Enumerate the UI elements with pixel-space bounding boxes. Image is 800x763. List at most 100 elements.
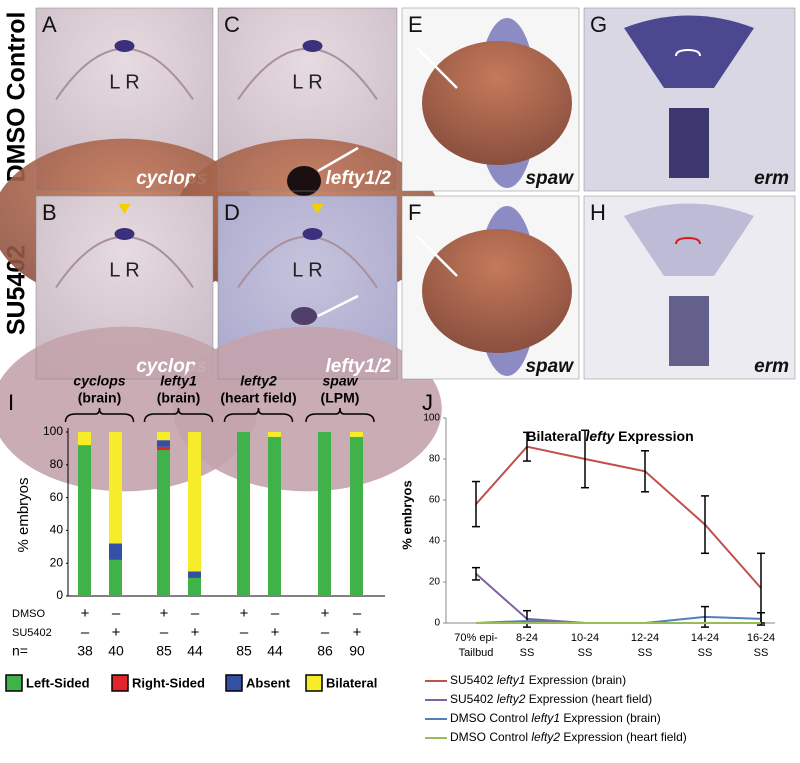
legend-part: SU5402 <box>450 692 497 706</box>
y-tick-label: 80 <box>50 457 64 471</box>
treatment-mark: + <box>353 624 362 641</box>
legend-part: lefty2 <box>531 730 560 744</box>
photo-border <box>217 7 398 192</box>
gene-label: lefty1/2 <box>326 356 392 377</box>
bar-segment <box>157 450 170 596</box>
group-site: (LPM) <box>321 390 360 406</box>
stain <box>624 15 754 88</box>
error-bar <box>523 431 531 462</box>
bar-segment <box>109 432 122 544</box>
photo-border <box>35 7 214 192</box>
brace <box>305 407 375 423</box>
n-value: 38 <box>77 643 93 659</box>
x-tick-line: Tailbud <box>459 647 494 659</box>
group-gene: cyclops <box>73 373 125 389</box>
bar-segment <box>318 432 331 596</box>
group-gene: spaw <box>322 373 358 389</box>
y-tick-label: 40 <box>50 523 64 537</box>
row-label: DMSO Control <box>3 12 31 183</box>
gene-label: erm <box>754 356 789 377</box>
bar-segment <box>157 446 170 451</box>
stain <box>669 296 709 366</box>
bar-segment <box>188 571 201 578</box>
bar-segment <box>109 559 122 596</box>
gene-label: erm <box>754 168 789 189</box>
panel-letter: F <box>408 200 421 225</box>
n-label: n= <box>12 643 28 659</box>
series-line <box>475 573 761 624</box>
y-tick-label: 80 <box>429 454 441 465</box>
panel-letter: I <box>8 390 14 415</box>
photo-border <box>401 195 580 380</box>
stain <box>287 166 321 196</box>
x-tick-line: 16-24 <box>747 632 775 644</box>
bar-segment <box>157 432 170 441</box>
stain <box>669 108 709 178</box>
panel-letter: J <box>422 390 433 415</box>
x-tick-line: 14-24 <box>691 632 719 644</box>
legend-part: lefty2 <box>497 692 526 706</box>
n-value: 85 <box>156 643 172 659</box>
lr-label: L R <box>292 71 322 93</box>
legend-part: DMSO Control <box>450 711 531 725</box>
x-tick-label: 14-24 SS <box>691 632 719 659</box>
y-tick-label: 60 <box>429 495 441 506</box>
y-tick-label: 100 <box>43 424 63 438</box>
gene-label: lefty1/2 <box>326 168 392 189</box>
embryo <box>422 229 572 353</box>
y-tick-label: 20 <box>50 555 64 569</box>
legend-part: Expression (brain) <box>525 673 626 687</box>
bracket <box>675 48 701 57</box>
error-bar <box>641 450 649 493</box>
legend-part: lefty1 <box>497 673 526 687</box>
lr-label: L R <box>109 259 139 281</box>
arrowhead <box>311 204 324 214</box>
legend-label: SU5402 lefty2 Expression (heart field) <box>450 692 652 706</box>
legend-label: DMSO Control lefty2 Expression (heart fi… <box>450 730 687 744</box>
brace <box>64 407 135 423</box>
stain <box>291 307 317 325</box>
error-bar <box>472 566 480 581</box>
bar-segment <box>157 440 170 447</box>
brace <box>143 407 214 423</box>
bar-segment <box>237 432 250 596</box>
lr-label: L R <box>109 71 139 93</box>
bracket <box>675 236 701 245</box>
treatment-mark: – <box>240 624 249 641</box>
legend-swatch <box>5 674 23 692</box>
x-tick-line: SS <box>520 647 535 659</box>
legend-swatch <box>111 674 129 692</box>
stain <box>302 228 323 240</box>
photo-border <box>401 7 580 192</box>
chart-title: Bilateral lefty Expression <box>526 428 693 444</box>
treatment-mark: – <box>112 605 121 622</box>
legend-part: DMSO Control <box>450 730 531 744</box>
legend-swatch <box>305 674 323 692</box>
legend-part: Expression (heart field) <box>560 730 687 744</box>
y-tick-label: 20 <box>429 577 441 588</box>
bar-segment <box>78 445 91 596</box>
treatment-mark: + <box>271 624 280 641</box>
embryo <box>422 41 572 165</box>
treatment-mark: – <box>321 624 330 641</box>
group-gene: lefty2 <box>240 373 277 389</box>
n-value: 86 <box>317 643 333 659</box>
legend-part: lefty1 <box>531 711 560 725</box>
legend-label: DMSO Control lefty1 Expression (brain) <box>450 711 661 725</box>
x-tick-line: 8-24 <box>516 632 538 644</box>
x-tick-line: SS <box>754 647 769 659</box>
y-tick-label: 60 <box>50 490 64 504</box>
treatment-mark: – <box>191 605 200 622</box>
row-label: DMSO <box>12 608 45 620</box>
arrow <box>317 146 359 173</box>
photo-border <box>217 195 398 380</box>
bar-segment <box>188 432 201 572</box>
treatment-mark: + <box>112 624 121 641</box>
legend-label: Left-Sided <box>26 675 90 690</box>
bar-segment <box>268 436 281 596</box>
group-site: (heart field) <box>220 390 296 406</box>
legend-label: SU5402 lefty1 Expression (brain) <box>450 673 626 687</box>
